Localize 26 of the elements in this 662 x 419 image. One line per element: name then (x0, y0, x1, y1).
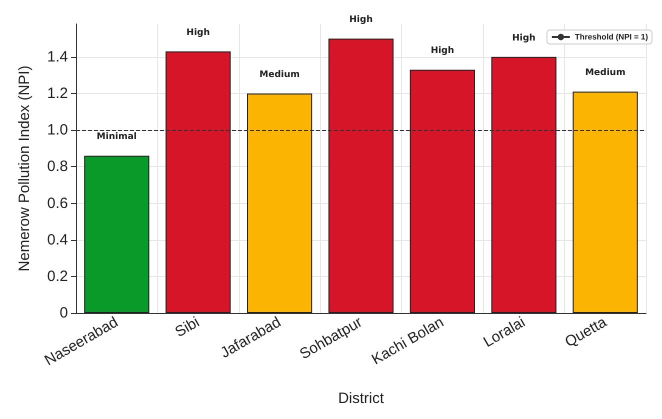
y-axis-title: Nemerow Pollution Index (NPI) (16, 66, 33, 272)
data-label: Medium (585, 68, 626, 78)
y-tick-label: 0 (60, 304, 68, 322)
y-tick-label: 1.2 (47, 85, 68, 102)
x-axis-title: District (338, 390, 385, 407)
bar (84, 156, 150, 313)
bar (410, 70, 475, 313)
data-label: Medium (259, 70, 300, 80)
x-tick-label: Sibi (172, 314, 202, 341)
data-label: High (349, 15, 373, 26)
data-label: High (430, 46, 454, 56)
y-tick-label: 0.8 (47, 158, 68, 176)
data-label: Minimal (96, 132, 137, 142)
y-tick-label: 1.0 (47, 122, 68, 139)
y-tick-label: 0.4 (47, 231, 68, 248)
bar (572, 92, 638, 313)
y-tick-label: 0.6 (47, 194, 68, 212)
bar (247, 94, 312, 313)
data-label: High (512, 33, 536, 44)
y-tick-label: 0.2 (47, 268, 68, 285)
bar (328, 38, 394, 313)
data-label: High (186, 28, 210, 38)
legend-label: Threshold (NPI = 1) (574, 32, 648, 42)
bar (166, 51, 231, 313)
bar (491, 56, 556, 313)
y-tick-label: 1.4 (47, 48, 68, 66)
